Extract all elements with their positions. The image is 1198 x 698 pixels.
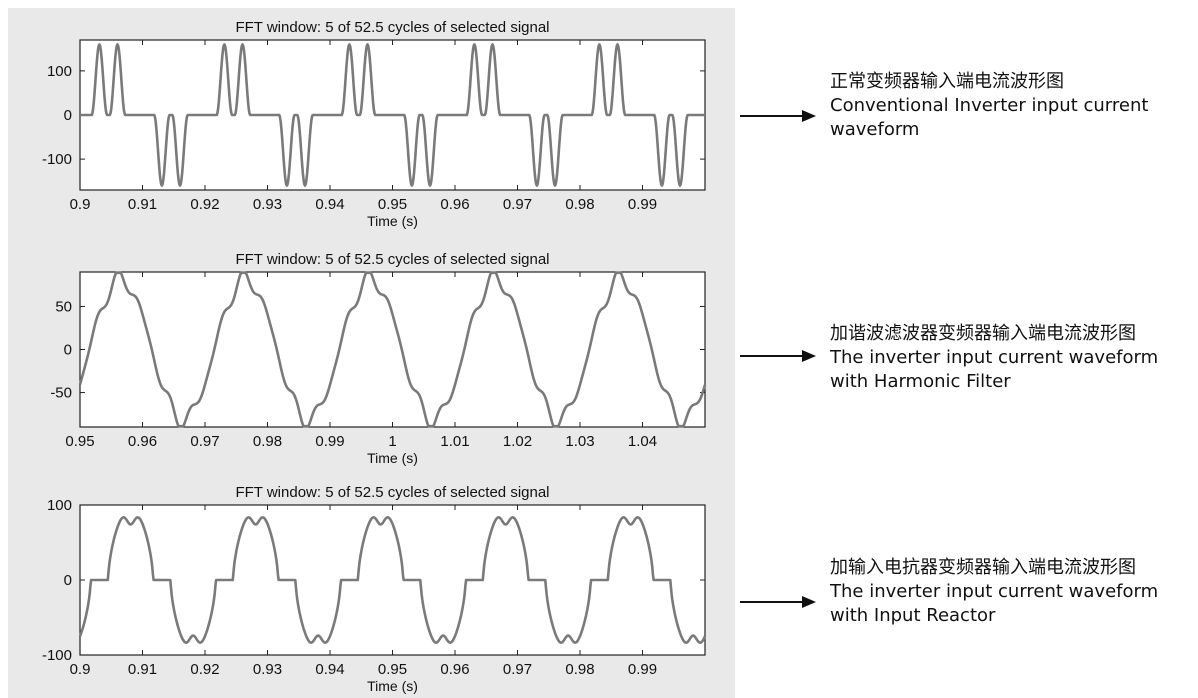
x-tick-label: 0.92 — [190, 196, 219, 213]
chart-title: FFT window: 5 of 52.5 cycles of selected… — [235, 484, 549, 501]
x-tick-label: 0.95 — [65, 433, 94, 450]
annotation-3: 加输入电抗器变频器输入端电流波形图 The inverter input cur… — [830, 556, 1198, 628]
x-tick-label: 0.98 — [253, 433, 282, 450]
signal-line — [78, 271, 707, 428]
chart-1: FFT window: 5 of 52.5 cycles of selected… — [42, 19, 706, 229]
annotation-2-zh: 加谐波滤波器变频器输入端电流波形图 — [830, 323, 1136, 344]
x-tick-label: 0.97 — [190, 433, 219, 450]
chart-3: FFT window: 5 of 52.5 cycles of selected… — [42, 484, 707, 694]
y-tick-label: 0 — [64, 572, 72, 589]
x-tick-label: 0.99 — [628, 661, 657, 678]
x-tick-label: 0.9 — [70, 196, 91, 213]
x-tick-label: 0.99 — [628, 196, 657, 213]
y-tick-label: 0 — [64, 107, 72, 124]
x-tick-label: 1.04 — [628, 433, 657, 450]
x-tick-label: 0.96 — [440, 661, 469, 678]
x-axis-label: Time (s) — [367, 678, 418, 694]
x-tick-label: 1 — [388, 433, 396, 450]
arrow-right-icon — [740, 350, 816, 362]
y-tick-label: 0 — [64, 342, 72, 359]
signal-line — [78, 516, 707, 644]
x-axis-label: Time (s) — [367, 450, 418, 466]
annotation-2-en-line2: with Harmonic Filter — [830, 371, 1011, 392]
x-tick-label: 0.9 — [70, 661, 91, 678]
x-tick-label: 0.97 — [503, 661, 532, 678]
x-tick-label: 0.91 — [128, 661, 157, 678]
arrow-right-icon — [740, 596, 816, 608]
x-axis-label: Time (s) — [367, 213, 418, 229]
annotation-2: 加谐波滤波器变频器输入端电流波形图 The inverter input cur… — [830, 322, 1198, 394]
x-tick-label: 0.99 — [315, 433, 344, 450]
annotation-3-zh: 加输入电抗器变频器输入端电流波形图 — [830, 557, 1136, 578]
annotation-1-en-line1: Conventional Inverter input current — [830, 95, 1149, 116]
x-tick-label: 0.94 — [315, 661, 344, 678]
annotation-1-en-line2: waveform — [830, 119, 920, 140]
y-tick-label: -100 — [42, 647, 72, 664]
plot-area — [79, 271, 706, 428]
annotation-1: 正常变频器输入端电流波形图 Conventional Inverter inpu… — [830, 70, 1198, 142]
annotation-1-zh: 正常变频器输入端电流波形图 — [830, 71, 1064, 92]
y-tick-label: 100 — [47, 497, 72, 514]
y-tick-label: -50 — [50, 385, 72, 402]
x-tick-label: 0.94 — [315, 196, 344, 213]
x-tick-label: 0.98 — [565, 196, 594, 213]
signal-line — [79, 43, 706, 187]
annotation-3-en-line1: The inverter input current waveform — [830, 581, 1159, 602]
x-tick-label: 0.95 — [378, 196, 407, 213]
arrow-right-icon — [740, 110, 816, 122]
chart-2: FFT window: 5 of 52.5 cycles of selected… — [50, 251, 707, 466]
y-tick-label: -100 — [42, 151, 72, 168]
x-tick-label: 1.02 — [503, 433, 532, 450]
x-tick-label: 0.97 — [503, 196, 532, 213]
annotation-2-en-line1: The inverter input current waveform — [830, 347, 1159, 368]
x-tick-label: 0.93 — [253, 661, 282, 678]
chart-title: FFT window: 5 of 52.5 cycles of selected… — [235, 19, 549, 36]
x-tick-label: 0.91 — [128, 196, 157, 213]
x-tick-label: 0.98 — [565, 661, 594, 678]
x-tick-label: 1.03 — [565, 433, 594, 450]
x-tick-label: 0.95 — [378, 661, 407, 678]
x-tick-label: 0.93 — [253, 196, 282, 213]
x-tick-label: 0.96 — [440, 196, 469, 213]
y-tick-label: 50 — [55, 298, 72, 315]
x-tick-label: 0.92 — [190, 661, 219, 678]
annotation-3-en-line2: with Input Reactor — [830, 605, 996, 626]
y-tick-label: 100 — [47, 63, 72, 80]
chart-title: FFT window: 5 of 52.5 cycles of selected… — [235, 251, 549, 268]
x-tick-label: 0.96 — [128, 433, 157, 450]
x-tick-label: 1.01 — [440, 433, 469, 450]
